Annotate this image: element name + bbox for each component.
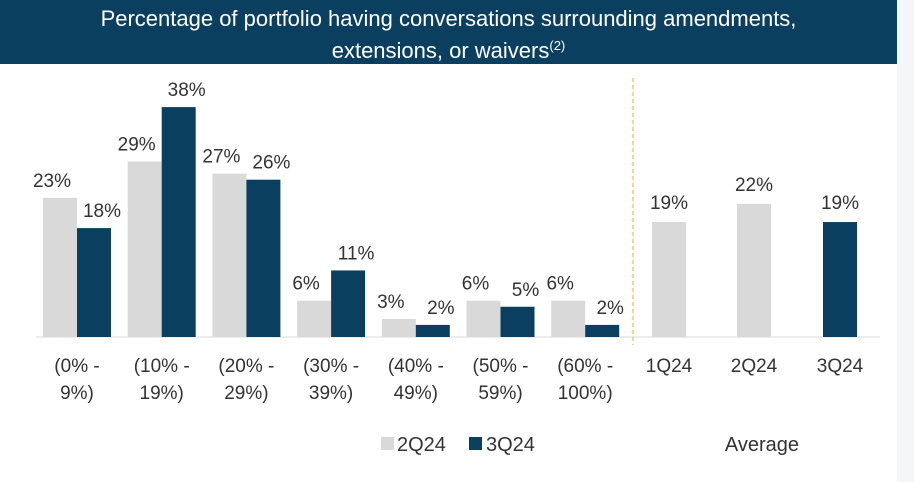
category-label-10-19: (10% -19%) [134, 356, 190, 404]
category-label-40-49: (40% -49%) [388, 356, 444, 404]
bar-2q24-60-100 [551, 300, 586, 337]
bar-2q24-20-29 [212, 173, 247, 337]
chart-title: Percentage of portfolio having conversat… [0, 0, 897, 64]
data-label-3q24-0-9: 18% [83, 201, 121, 222]
bar-average-2q24 [737, 203, 771, 337]
footnote-marker: (2) [549, 38, 566, 53]
bar-average-1q24 [652, 222, 686, 337]
data-label-2q24-10-19: 29% [118, 135, 156, 156]
data-label-2q24-60-100: 6% [546, 274, 574, 295]
bar-3q24-0-9 [77, 228, 111, 337]
bar-3q24-40-49 [415, 324, 450, 337]
bar-average-3q24 [823, 222, 857, 337]
bar-3q24-50-59 [500, 306, 535, 337]
average-label: Average [725, 434, 799, 456]
title-line-1: Percentage of portfolio having conversat… [100, 6, 797, 31]
legend-swatch-3q24 [469, 437, 482, 450]
category-label-50-59: (50% -59%) [473, 356, 529, 404]
category-label-60-100: (60% -100%) [557, 356, 613, 404]
category-label-0-9: (0% -9%) [54, 356, 99, 404]
data-label-2q24-0-9: 23% [33, 171, 71, 192]
category-label-30-39: (30% -39%) [303, 356, 359, 404]
legend: 2Q24 3Q24 [381, 434, 535, 456]
title-line-2-text: extensions, or waivers [331, 38, 550, 63]
data-label-3q24-40-49: 2% [427, 298, 455, 319]
page-edge-strip [897, 0, 914, 482]
data-label-average-2q24: 22% [735, 175, 773, 196]
legend-swatch-2q24 [381, 437, 394, 450]
bar-2q24-50-59 [466, 300, 501, 337]
title-line-2: extensions, or waivers(2) [0, 32, 897, 64]
data-label-2q24-40-49: 3% [377, 292, 405, 313]
category-label-2q24: 2Q24 [731, 356, 778, 377]
bar-2q24-40-49 [381, 318, 416, 337]
bar-3q24-10-19 [161, 107, 196, 337]
bar-3q24-30-39 [331, 270, 366, 337]
data-label-average-3q24: 19% [821, 193, 859, 214]
data-label-3q24-20-29: 26% [252, 153, 290, 174]
bar-2q24-10-19 [127, 161, 162, 337]
category-label-20-29: (20% -29%) [218, 356, 274, 404]
data-label-3q24-10-19: 38% [168, 80, 206, 101]
bar-3q24-20-29 [246, 179, 281, 337]
data-label-3q24-30-39: 11% [338, 243, 375, 264]
legend-label-2q24: 2Q24 [397, 434, 446, 456]
legend-label-3q24: 3Q24 [486, 434, 535, 456]
data-label-2q24-50-59: 6% [462, 274, 490, 295]
bar-2q24-0-9 [43, 197, 77, 337]
data-label-average-1q24: 19% [650, 193, 688, 214]
category-label-3q24: 3Q24 [817, 356, 864, 377]
data-label-2q24-20-29: 27% [202, 147, 240, 168]
bar-2q24-30-39 [297, 300, 332, 337]
data-label-3q24-50-59: 5% [512, 280, 540, 301]
bar-3q24-60-100 [585, 324, 620, 337]
data-label-2q24-30-39: 6% [292, 274, 320, 295]
category-label-1q24: 1Q24 [646, 356, 693, 377]
data-label-3q24-60-100: 2% [596, 298, 624, 319]
